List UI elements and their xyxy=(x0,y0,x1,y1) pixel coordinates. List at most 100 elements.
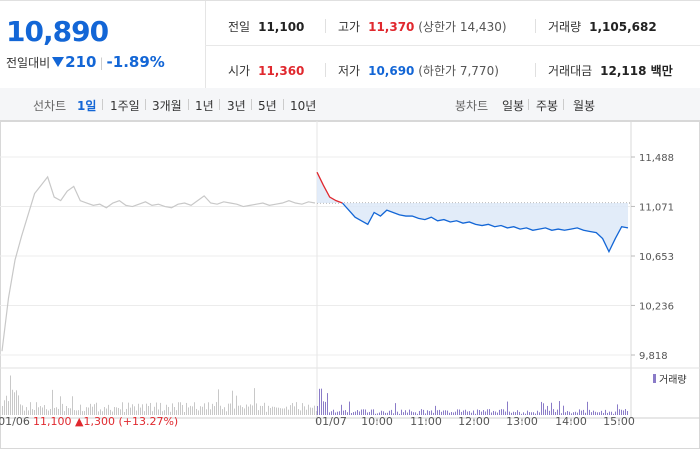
tab-daily-candle[interactable]: 일봉 xyxy=(502,99,525,113)
volume-bar xyxy=(134,406,135,415)
volume-bar xyxy=(403,412,404,415)
volume-bar xyxy=(341,404,342,415)
volume-bar xyxy=(363,409,364,415)
volume-bar xyxy=(623,410,624,415)
tab-1w[interactable]: 1주일 xyxy=(110,99,140,113)
volume-bar xyxy=(461,411,462,415)
divider xyxy=(325,63,326,77)
volume-bar xyxy=(52,389,53,415)
volume-bar xyxy=(625,409,626,415)
volume-bar xyxy=(72,396,73,415)
volume-bar xyxy=(583,409,584,415)
volume-bar xyxy=(587,401,588,415)
volume-bar xyxy=(290,405,291,415)
volume-bar xyxy=(491,412,492,415)
tab-3y[interactable]: 3년 xyxy=(227,99,246,113)
volume-bar xyxy=(30,402,31,415)
divider xyxy=(145,99,146,110)
volume-bar xyxy=(76,410,77,415)
volume-bar xyxy=(280,408,281,415)
volume-bar xyxy=(182,404,183,415)
prev-day-info: 11,100 ▲1,300 (+13.27%) xyxy=(33,415,178,428)
tab-monthly-candle[interactable]: 월봉 xyxy=(573,99,596,113)
volume-bar xyxy=(577,412,578,415)
volume-bar xyxy=(523,412,524,415)
divider xyxy=(325,19,326,33)
tab-weekly-candle[interactable]: 주봉 xyxy=(536,99,559,113)
volume-bar xyxy=(302,403,303,415)
open-value: 11,360 xyxy=(258,64,305,78)
tab-3m[interactable]: 3개월 xyxy=(152,99,182,113)
divider xyxy=(102,99,103,110)
volume-bar xyxy=(58,408,59,415)
tab-1d[interactable]: 1일 xyxy=(77,99,97,113)
volume-bar xyxy=(519,411,520,415)
divider xyxy=(219,99,220,110)
volume-bar xyxy=(431,410,432,415)
volume-bar xyxy=(106,408,107,415)
volume-bar xyxy=(489,409,490,415)
volume-bar xyxy=(50,408,51,415)
volume-bar xyxy=(345,410,346,415)
volume-bar xyxy=(84,411,85,415)
volume-legend-swatch xyxy=(653,374,656,383)
volume-bar xyxy=(553,409,554,415)
volume-bar xyxy=(563,405,564,415)
volume-bar xyxy=(282,408,283,415)
volume-bar xyxy=(627,411,628,415)
volume-value: 1,105,682 xyxy=(589,20,657,34)
volume-bar xyxy=(611,411,612,415)
volume-bar xyxy=(264,402,265,415)
volume-bar xyxy=(224,407,225,415)
volume-bar xyxy=(441,411,442,415)
volume-bar xyxy=(347,412,348,415)
volume-bar xyxy=(308,404,309,415)
volume-bar xyxy=(589,409,590,415)
volume-bar xyxy=(567,410,568,415)
volume-bar xyxy=(425,413,426,415)
volume-bar xyxy=(26,407,27,415)
volume-bar xyxy=(314,405,315,415)
volume-bar xyxy=(465,409,466,415)
volume-bar xyxy=(427,410,428,415)
volume-bar xyxy=(298,409,299,415)
volume-bar xyxy=(254,388,255,415)
tab-1y[interactable]: 1년 xyxy=(195,99,214,113)
divider xyxy=(563,99,564,110)
volume-bar xyxy=(609,411,610,415)
volume-bar xyxy=(369,411,370,415)
volume-bar xyxy=(198,410,199,415)
volume-bar xyxy=(385,412,386,415)
volume-bar xyxy=(12,389,13,415)
volume-bar xyxy=(160,402,161,415)
volume-bar xyxy=(170,411,171,415)
volume-bar xyxy=(477,409,478,415)
volume-bar xyxy=(599,412,600,415)
volume-bar xyxy=(329,412,330,415)
volume-bar xyxy=(459,409,460,415)
prev-close: 전일 11,100 xyxy=(228,18,304,35)
volume-bar xyxy=(110,409,111,415)
volume-bar xyxy=(513,411,514,415)
high-label: 고가 xyxy=(338,20,361,34)
volume-bar xyxy=(439,409,440,415)
volume-bar xyxy=(306,409,307,415)
prev-day-close: 11,100 xyxy=(33,415,75,428)
volume-bar xyxy=(64,411,65,415)
volume-bar xyxy=(236,395,237,415)
volume-bar xyxy=(561,413,562,415)
volume-bar xyxy=(387,412,388,415)
volume-bar xyxy=(120,409,121,415)
prev-value: 11,100 xyxy=(258,20,305,34)
volume-bar xyxy=(377,413,378,415)
volume-bar xyxy=(337,411,338,415)
tab-5y[interactable]: 5년 xyxy=(258,99,277,113)
volume-bar xyxy=(417,413,418,415)
volume-bar xyxy=(178,402,179,415)
tab-10y[interactable]: 10년 xyxy=(290,99,317,113)
volume-bar xyxy=(527,410,528,415)
lower-limit: (하한가 7,770) xyxy=(418,64,499,78)
volume-bar xyxy=(495,411,496,415)
volume-bar xyxy=(98,411,99,415)
volume-bar xyxy=(114,407,115,415)
